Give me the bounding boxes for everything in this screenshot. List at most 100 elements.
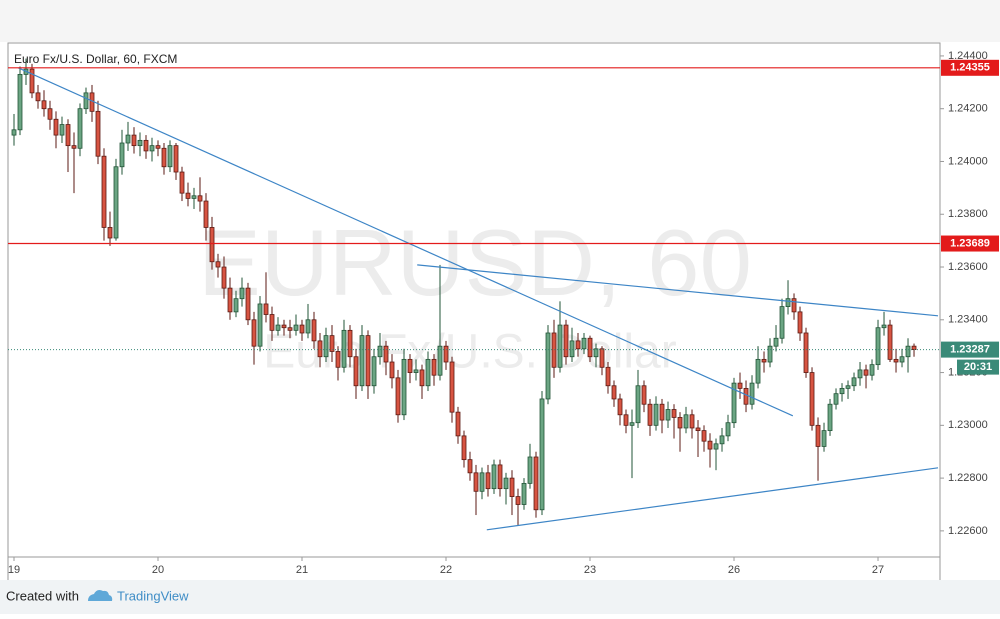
candle-body — [707, 440, 713, 450]
candle — [677, 412, 683, 452]
candle — [53, 111, 59, 149]
candle-body — [161, 147, 167, 168]
candle-body — [371, 356, 377, 387]
trend-line — [17, 67, 794, 417]
candle-body — [245, 287, 251, 321]
candle-body — [737, 382, 743, 389]
candle-body — [803, 332, 809, 373]
candle — [395, 369, 401, 423]
candle-body — [701, 430, 707, 442]
footer-prefix: Created with — [6, 588, 79, 603]
footer-brand[interactable]: TradingView — [117, 588, 189, 603]
trend-line — [486, 467, 939, 531]
candle — [227, 277, 233, 320]
candle-body — [335, 351, 341, 368]
candle — [881, 311, 887, 336]
candle — [113, 158, 119, 241]
level-label: 1.24355 — [950, 62, 990, 74]
candle — [557, 301, 563, 373]
candle — [569, 327, 575, 363]
candle — [125, 121, 131, 151]
candle — [341, 319, 347, 373]
candle-body — [563, 324, 569, 358]
candle — [359, 325, 365, 392]
candle — [623, 409, 629, 434]
candle — [149, 137, 155, 162]
candle-body — [293, 324, 299, 331]
candle — [617, 393, 623, 426]
candle-body — [257, 303, 263, 347]
candle-body — [233, 298, 239, 313]
candle — [629, 409, 635, 479]
candle — [473, 464, 479, 516]
candle-body — [449, 361, 455, 413]
candle-body — [539, 398, 545, 511]
candle-body — [515, 496, 521, 505]
candle — [35, 84, 41, 109]
candle-body — [227, 287, 233, 313]
candle-body — [533, 456, 539, 511]
candle-body — [677, 417, 683, 429]
candle — [101, 148, 107, 241]
candle — [413, 359, 419, 381]
candle-body — [827, 403, 833, 432]
candle-body — [509, 477, 515, 497]
candle — [905, 338, 911, 373]
candle — [179, 166, 185, 202]
candle-body — [785, 298, 791, 307]
candle — [365, 330, 371, 399]
candle-body — [347, 329, 353, 358]
candle — [425, 351, 431, 392]
candle — [431, 354, 437, 386]
candle-body — [599, 348, 605, 368]
candle-body — [503, 477, 509, 490]
candle-body — [29, 68, 35, 94]
candle-body — [713, 443, 719, 450]
candle — [563, 319, 569, 365]
candle — [77, 103, 83, 157]
level-label: 1.23689 — [950, 237, 990, 249]
candle — [11, 113, 17, 146]
candle-body — [317, 340, 323, 358]
candle-body — [659, 403, 665, 421]
candle — [683, 406, 689, 434]
candle-body — [497, 464, 503, 490]
candle — [377, 332, 383, 365]
candle-body — [893, 358, 899, 363]
candle — [665, 401, 671, 428]
candle-body — [149, 145, 155, 152]
candle-body — [887, 324, 893, 360]
candle — [323, 327, 329, 363]
y-tick-label: 1.24000 — [948, 155, 988, 167]
candle-body — [299, 324, 305, 334]
candle — [809, 367, 815, 431]
candle — [419, 364, 425, 399]
candle — [779, 298, 785, 344]
y-tick-label: 1.23400 — [948, 314, 988, 326]
candle-body — [425, 358, 431, 387]
candle — [245, 282, 251, 326]
plot — [11, 58, 939, 531]
candle — [587, 335, 593, 363]
candle-body — [395, 377, 401, 416]
candle-body — [869, 364, 875, 376]
candle — [167, 140, 173, 173]
candle — [509, 470, 515, 516]
candle-body — [731, 382, 737, 424]
candle-body — [725, 422, 731, 437]
candle — [791, 293, 797, 320]
candle — [605, 362, 611, 394]
candle — [533, 451, 539, 518]
candle — [383, 340, 389, 376]
candle-body — [557, 324, 563, 368]
candle — [749, 375, 755, 410]
candle — [755, 346, 761, 389]
candle-body — [569, 340, 575, 358]
candle — [659, 398, 665, 434]
candle — [371, 348, 377, 394]
candle-body — [203, 200, 209, 228]
candle — [65, 119, 71, 173]
candle — [449, 356, 455, 423]
candle — [155, 140, 161, 157]
candle — [131, 127, 137, 154]
